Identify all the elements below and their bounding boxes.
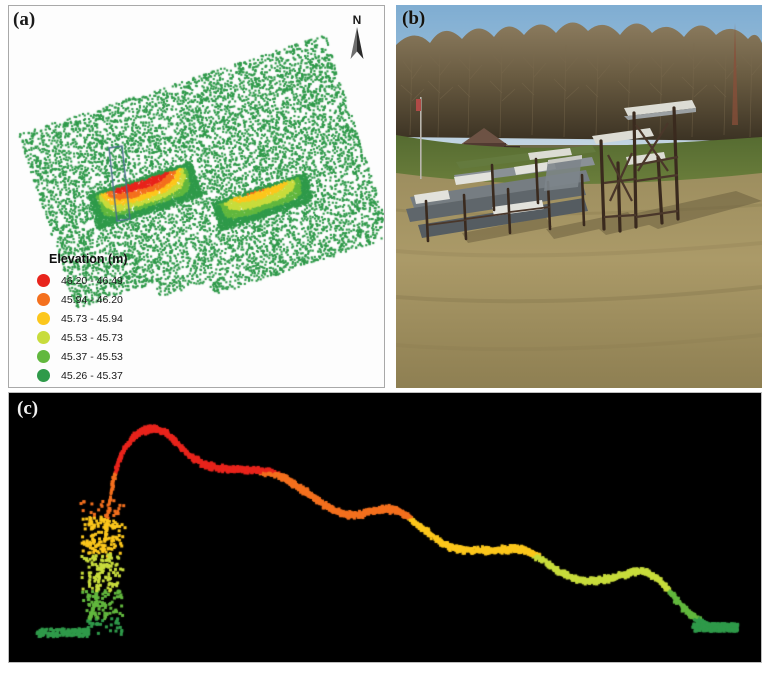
elevation-point-cloud-canvas	[9, 6, 384, 387]
legend-swatch-5	[37, 350, 50, 363]
legend-label-2: 45.94 - 46.20	[61, 293, 123, 306]
legend-swatch-6	[37, 369, 50, 382]
legend-label-5: 45.37 - 45.53	[61, 350, 123, 363]
legend-swatch-2	[37, 293, 50, 306]
legend-label-1: 46.20 - 46.49	[61, 274, 123, 287]
leaning-panel	[544, 155, 582, 191]
legend-item: 45.73 - 45.94	[37, 309, 128, 328]
legend-item: 45.94 - 46.20	[37, 290, 128, 309]
flagpole	[416, 97, 422, 179]
panel-c-label: (c)	[17, 398, 39, 419]
red-trunk	[732, 23, 738, 125]
legend-item: 45.26 - 45.37	[37, 366, 128, 385]
panel-b-label: (b)	[402, 8, 426, 29]
north-letter: N	[352, 13, 362, 27]
leaning-panel-edge	[548, 155, 582, 164]
north-arrow-icon: N	[344, 14, 370, 66]
legend-label-6: 45.26 - 45.37	[61, 369, 123, 382]
panel-a-label: (a)	[13, 9, 36, 30]
legend-item: 45.53 - 45.73	[37, 328, 128, 347]
bleacher-tall	[592, 100, 696, 233]
legend-title: Elevation (m)	[49, 252, 128, 266]
profile-point-cloud-canvas	[9, 393, 761, 662]
legend-item: 46.20 - 46.49	[37, 271, 128, 290]
legend-label-3: 45.73 - 45.94	[61, 312, 123, 325]
legend-label-4: 45.53 - 45.73	[61, 331, 123, 344]
panel-a-point-cloud-map: (a) N Elevation (m) 46.20 - 46.49 45.94 …	[8, 5, 385, 388]
legend-swatch-4	[37, 331, 50, 344]
legend-swatch-1	[37, 274, 50, 287]
bleacher-long-rows	[406, 145, 596, 243]
elevation-legend: Elevation (m) 46.20 - 46.49 45.94 - 46.2…	[37, 252, 128, 385]
bare-branches	[400, 42, 762, 138]
legend-item: 45.37 - 45.53	[37, 347, 128, 366]
panel-b-photograph: (b)	[396, 5, 762, 388]
legend-swatch-3	[37, 312, 50, 325]
panel-c-profile: (c)	[8, 392, 762, 663]
treeline	[396, 22, 762, 141]
